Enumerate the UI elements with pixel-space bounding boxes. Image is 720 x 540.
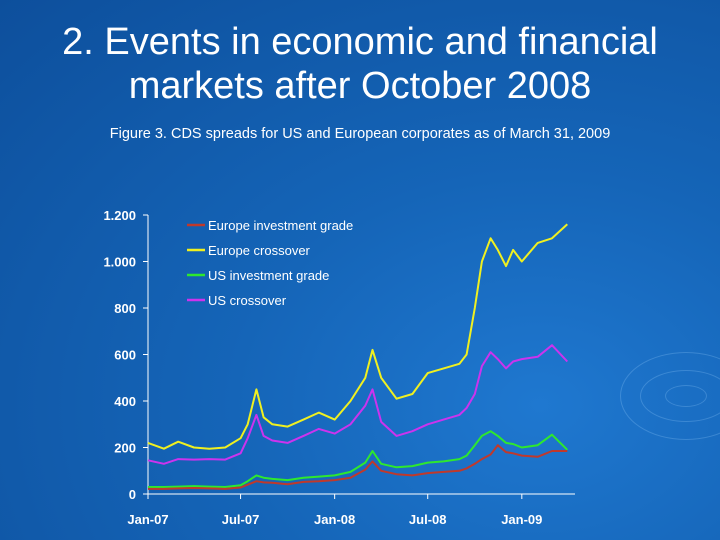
figure-caption: Figure 3. CDS spreads for US and Europea…	[109, 126, 611, 142]
slide-title-line-2: markets after October 2008	[128, 65, 592, 107]
y-tick-label: 800	[114, 301, 136, 316]
y-tick-label: 1.200	[103, 208, 136, 223]
chart-series-layer	[147, 223, 569, 490]
chart-legend: Europe investment grade Europe crossover U…	[187, 218, 353, 308]
y-tick-label: 400	[114, 394, 136, 409]
legend-label: US crossover	[208, 293, 287, 308]
y-tick-label: 0	[129, 487, 136, 502]
x-tick-label: Jan-09	[501, 512, 542, 527]
x-tick-label: Jan-08	[314, 512, 355, 527]
series-line	[147, 223, 568, 450]
series-line	[148, 430, 569, 488]
legend-label: US investment grade	[208, 268, 329, 283]
x-tick-label: Jul-08	[409, 512, 447, 527]
slide-title-line-1: 2. Events in economic and financial	[62, 21, 658, 63]
legend-label: Europe investment grade	[208, 218, 353, 233]
legend-label: Europe crossover	[208, 243, 311, 258]
series-line	[148, 444, 568, 490]
x-tick-label: Jan-07	[127, 512, 168, 527]
chart-axes: 0 200 400 600 800 1.000 1.200 Jan-07 Jul-07 Jan-0…	[103, 208, 575, 527]
series-line	[147, 344, 569, 465]
y-tick-label: 600	[114, 348, 136, 363]
x-tick-label: Jul-07	[222, 512, 260, 527]
y-tick-label: 200	[114, 441, 136, 456]
ripple-decoration	[665, 385, 707, 407]
y-tick-label: 1.000	[103, 255, 136, 270]
slide-title: 2. Events in economic and financial mark…	[0, 20, 720, 108]
